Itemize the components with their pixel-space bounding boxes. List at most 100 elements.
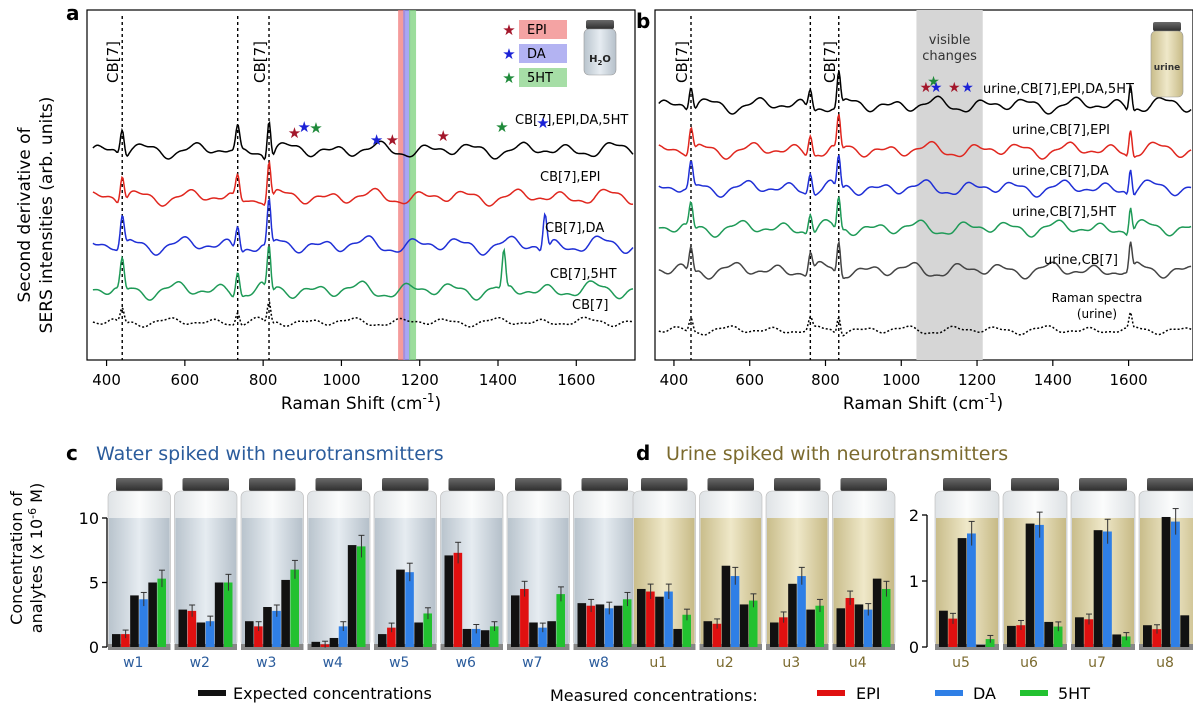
spectrum-b-label-urine-cb-7-5ht: urine,CB[7],5HT — [1012, 205, 1116, 220]
x-tick-label-1400: 1400 — [1034, 371, 1072, 389]
legend-5ht-label: 5HT — [1058, 684, 1090, 703]
bar-measured-da-w5 — [405, 572, 414, 647]
star-marker-da-905: ★ — [298, 118, 311, 136]
legend-epi-label: EPI — [856, 684, 880, 703]
bar-measured-epi-u5 — [948, 618, 958, 647]
vial-cap-u4 — [840, 478, 887, 491]
panel-c-title: Water spiked with neurotransmitters — [96, 443, 444, 465]
spectrum-a-cb-7-da — [92, 197, 634, 256]
spectrum-b-label-raman-line2: (urine) — [1077, 307, 1117, 321]
star-marker-5ht-935: ★ — [309, 119, 322, 137]
spectrum-a-cb-7-epi-da-5ht — [92, 120, 634, 161]
bar-measured-epi-u3 — [779, 617, 788, 647]
vial-u3: u3 — [765, 478, 829, 671]
vial-cap-w5 — [382, 478, 429, 491]
legend-star-epi: ★ — [502, 21, 515, 39]
panel-a-ylabel-line2: SERS intensities (arb. units) — [37, 97, 57, 334]
bar-expected-da-u2 — [721, 565, 731, 647]
reference-line-label-440: CB[7] — [104, 41, 122, 83]
bar-measured-5ht-u6 — [1053, 626, 1063, 647]
x-tick-label-400: 400 — [92, 371, 121, 389]
inset-y-tick-label-0: 0 — [909, 638, 919, 657]
bar-expected-epi-u4 — [836, 608, 846, 647]
bar-expected-da-w8 — [595, 604, 605, 647]
bar-measured-da-u6 — [1035, 524, 1044, 647]
bar-expected-5ht-u5 — [976, 645, 986, 647]
bar-measured-da-u5 — [967, 533, 976, 647]
vial-label-u2: u2 — [716, 655, 734, 671]
bar-measured-epi-u7 — [1084, 619, 1094, 647]
bar-measured-epi-w1 — [121, 634, 130, 647]
vial-cap-w7 — [515, 478, 562, 491]
bar-expected-5ht-u6 — [1044, 621, 1054, 647]
legend-label-da: DA — [527, 47, 546, 62]
x-tick-label-1000: 1000 — [882, 371, 920, 389]
vial-cap-u8 — [1147, 478, 1193, 491]
vial-label-w1: w1 — [123, 655, 143, 671]
panel-c-letter: c — [66, 441, 78, 465]
vial-label-w7: w7 — [522, 655, 542, 671]
vial-cap-w4 — [315, 478, 362, 491]
bar-expected-epi-w1 — [112, 634, 121, 647]
x-tick-label-1000: 1000 — [322, 371, 360, 389]
vial-label-w8: w8 — [589, 655, 609, 671]
legend-label-5ht: 5HT — [527, 71, 553, 86]
vial-cap-w2 — [182, 478, 229, 491]
bar-measured-5ht-u7 — [1121, 636, 1131, 647]
vial-cap-u7 — [1079, 478, 1127, 491]
bar-expected-da-u4 — [854, 604, 864, 647]
bar-measured-da-u3 — [797, 576, 806, 647]
bar-measured-epi-w5 — [387, 627, 396, 647]
vial-label-u3: u3 — [782, 655, 800, 671]
bar-measured-5ht-w1 — [157, 578, 166, 647]
star-marker-epi-1130: ★ — [386, 131, 399, 149]
star-marker-da-1090: ★ — [370, 131, 383, 149]
vial-cap-u6 — [1011, 478, 1059, 491]
panel-c-y-axis: 0 5 10 — [79, 509, 108, 657]
vial-cap-w1 — [116, 478, 163, 491]
bar-measured-epi-u6 — [1016, 625, 1026, 647]
bar-expected-5ht-w1 — [148, 582, 157, 647]
h2o-vial-icon: H2O — [583, 20, 617, 76]
spectrum-b-urine-cb-7-da — [658, 154, 1192, 198]
bar-expected-5ht-w7 — [547, 621, 556, 647]
spectrum-a-label-cb-7-epi: CB[7],EPI — [540, 170, 600, 185]
bar-measured-epi-u8 — [1152, 629, 1162, 647]
bar-measured-da-w2 — [205, 621, 215, 647]
panel-d: d Urine spiked with neurotransmitters u1… — [632, 441, 1193, 671]
bar-expected-5ht-w3 — [281, 579, 290, 647]
urine-vial-icon: urine — [1150, 22, 1184, 98]
bar-measured-epi-w3 — [254, 626, 263, 647]
spectrum-a-cb-7-5ht — [92, 246, 634, 301]
bar-measured-epi-u1 — [646, 591, 655, 647]
panel-b-spectra: urine,CB[7],EPI,DA,5HT urine,CB[7],EPI uri… — [658, 70, 1192, 337]
bar-measured-5ht-u4 — [881, 588, 891, 647]
panel-a-spectra: CB[7],EPI,DA,5HT CB[7],EPI CB[7],DA CB[7],5… — [92, 113, 634, 328]
vial-u1: u1 — [632, 478, 696, 671]
bar-expected-da-w2 — [196, 622, 206, 647]
bar-measured-5ht-w4 — [356, 546, 366, 647]
legend-expected-label: Expected concentrations — [233, 684, 432, 703]
bar-expected-5ht-u8 — [1180, 615, 1190, 647]
bar-measured-da-u7 — [1103, 531, 1112, 647]
vial-label-w6: w6 — [456, 655, 476, 671]
bar-measured-da-w1 — [139, 599, 148, 647]
panel-c-ylabel-line2: analytes (x 10-6 M) — [26, 483, 46, 633]
spectrum-b-label-urine-cb-7-epi-da-5ht: urine,CB[7],EPI,DA,5HT — [983, 82, 1134, 97]
spectrum-a-label-cb-7-5ht: CB[7],5HT — [550, 267, 617, 282]
vial-label-u4: u4 — [849, 655, 867, 671]
bar-expected-da-w1 — [130, 595, 139, 647]
visible-changes-region — [916, 10, 983, 360]
x-tick-label-1400: 1400 — [479, 371, 517, 389]
vial-cap-u2 — [707, 478, 754, 491]
bar-expected-5ht-u4 — [872, 578, 882, 647]
spectrum-a-label-cb-7-da: CB[7],DA — [545, 221, 604, 236]
star-marker-epi-1140: ★ — [948, 80, 961, 96]
visible-changes-label-2: changes — [922, 49, 977, 64]
legend-box-5ht — [519, 68, 567, 87]
panel-b-shaded-region — [916, 10, 983, 360]
bar-expected-epi-u5 — [939, 610, 948, 647]
bar-measured-5ht-u2 — [748, 600, 758, 647]
panel-a: a Second derivative of SERS intensities … — [15, 1, 636, 414]
bar-expected-da-u8 — [1161, 516, 1171, 647]
